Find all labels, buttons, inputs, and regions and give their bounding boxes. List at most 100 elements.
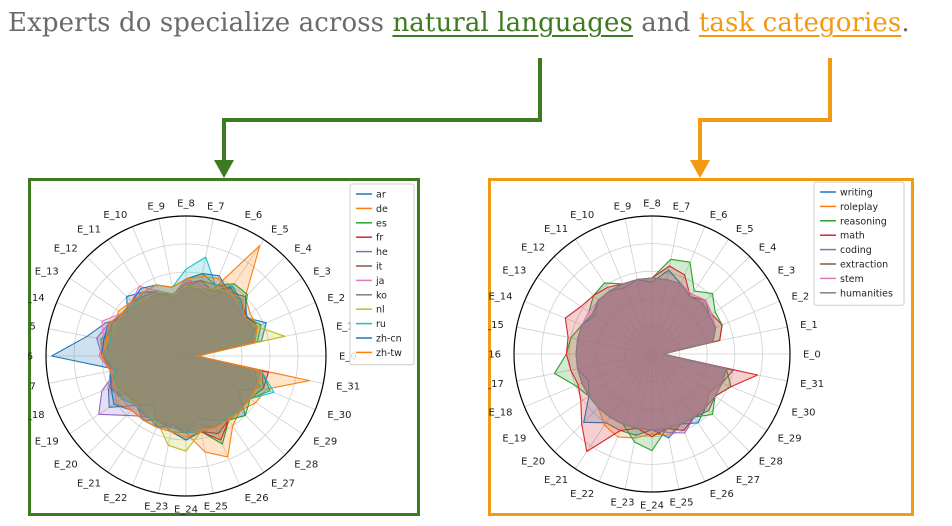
axis-label: E_0: [803, 350, 821, 361]
axis-label: E_12: [521, 243, 545, 254]
legend: writing roleplay reasoning math coding extrac…: [813, 181, 905, 306]
natural-languages-link: natural languages: [392, 8, 633, 38]
grid-spoke: [554, 353, 653, 452]
axis-label: E_26: [710, 489, 734, 500]
axis-label: E_4: [759, 243, 777, 254]
language-arrowhead: [214, 160, 234, 178]
headline-suffix: .: [901, 8, 910, 38]
series-group: [553, 258, 759, 453]
axis-label: E_6: [710, 210, 728, 221]
axis-label: E_21: [544, 475, 568, 486]
axis-label: E_8: [643, 199, 661, 210]
axis-label: E_7: [673, 201, 691, 212]
legend-label: zh-cn: [376, 334, 402, 345]
legend-label: he: [376, 247, 388, 258]
outer-ring: [45, 215, 327, 497]
axis-label: E_30: [327, 410, 351, 421]
headline: Experts do specialize across natural lan…: [8, 8, 948, 38]
series-ru: [104, 256, 275, 434]
legend-label: roleplay: [840, 202, 878, 213]
legend-label: writing: [840, 188, 873, 199]
axis-label: E_1: [336, 322, 354, 333]
grid-spoke: [651, 256, 750, 355]
axis-label: E_12: [54, 243, 78, 254]
axis-label: E_26: [245, 493, 269, 504]
task-connector-arrow: [698, 58, 832, 168]
axis-label: E_22: [570, 489, 594, 500]
axis-label: E_15: [28, 322, 36, 333]
language-connector-arrow: [222, 58, 542, 168]
axis-label: E_8: [177, 199, 195, 210]
axis-label: E_9: [147, 201, 165, 212]
radar-grid: [513, 215, 791, 493]
grid-spoke: [574, 239, 653, 355]
axis-label: E_16: [488, 350, 501, 361]
grid-spoke: [516, 353, 653, 382]
axis-label: E_28: [294, 460, 318, 471]
grid-spoke: [651, 353, 780, 408]
axis-label: E_17: [28, 381, 36, 392]
axis-label: E_13: [35, 267, 59, 278]
axis-label: E_14: [488, 292, 512, 303]
legend-box: [349, 183, 415, 366]
axis-label: E_27: [271, 479, 295, 490]
legend-label: reasoning: [840, 216, 887, 227]
grid-spoke: [516, 326, 653, 355]
legend-label: it: [376, 262, 383, 273]
grid-spoke: [537, 353, 653, 432]
grid-spoke: [574, 353, 653, 469]
grid-spoke: [185, 355, 303, 435]
axis-label: E_30: [792, 407, 816, 418]
grid-spoke: [624, 218, 653, 355]
axis-label: E_22: [103, 493, 127, 504]
axis-label: E_5: [271, 224, 289, 235]
axis-label: E_4: [294, 243, 312, 254]
grid-spoke: [185, 355, 286, 456]
axis-labels: E_0 E_1 E_2 E_3 E_4 E_5 E_6 E_7 E_8 E_9 E_10E_11 E_…: [28, 199, 360, 516]
axis-label: E_29: [778, 433, 802, 444]
grid-spoke: [651, 353, 730, 469]
axis-label: E_0: [339, 352, 357, 363]
axis-label: E_5: [736, 224, 754, 235]
axis-label: E_23: [144, 502, 168, 513]
axis-label: E_19: [35, 437, 59, 448]
grid-spoke: [48, 328, 187, 357]
grid-spoke: [524, 300, 653, 355]
legend-label: zh-tw: [376, 348, 402, 359]
axis-label: E_10: [570, 210, 594, 221]
axis-label: E_20: [54, 460, 78, 471]
legend-label: ko: [376, 290, 387, 301]
legend: ar de es fr he it ja ko nl ru zh-cn zh-tw: [349, 183, 415, 366]
axis-label: E_14: [28, 293, 45, 304]
grid-spoke: [598, 226, 653, 355]
axis-label: E_31: [800, 379, 824, 390]
task-categories-link: task categories: [698, 8, 902, 38]
legend-label: ru: [376, 319, 386, 330]
grid-spoke: [56, 302, 187, 357]
series-zh-tw: [101, 275, 263, 438]
outer-ring: [513, 215, 791, 493]
series-math: [564, 265, 759, 453]
legend-label: es: [376, 218, 387, 229]
grid-spoke: [651, 353, 706, 482]
axis-label: E_11: [77, 224, 101, 235]
axis-label: E_25: [204, 502, 228, 513]
axis-label: E_9: [614, 201, 632, 212]
legend-label: humanities: [840, 288, 893, 299]
axis-label: E_23: [610, 498, 634, 509]
axis-labels: E_0 E_1 E_2 E_3 E_4 E_5 E_6 E_7 E_8 E_9 E_10E_11 E_…: [488, 199, 824, 512]
task-arrowhead: [690, 160, 710, 178]
headline-prefix: Experts do specialize across: [8, 8, 393, 38]
axis-label: E_18: [488, 407, 512, 418]
axis-label: E_24: [640, 501, 664, 512]
grid-spoke: [56, 355, 187, 410]
headline-middle: and: [632, 8, 699, 38]
axis-label: E_17: [488, 379, 504, 390]
axis-label: E_29: [313, 437, 337, 448]
grid-spoke: [651, 353, 680, 490]
legend-label: ar: [376, 190, 386, 201]
axis-label: E_16: [28, 352, 33, 363]
series-humanities: [575, 277, 727, 431]
legend-label: ja: [375, 276, 384, 287]
